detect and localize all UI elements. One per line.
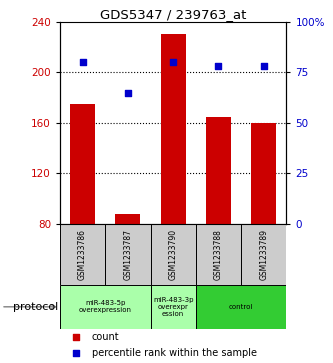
Title: GDS5347 / 239763_at: GDS5347 / 239763_at <box>100 8 246 21</box>
Bar <box>105 224 151 285</box>
Bar <box>60 224 105 285</box>
Text: GSM1233789: GSM1233789 <box>259 229 268 280</box>
Text: miR-483-3p
overexpr
ession: miR-483-3p overexpr ession <box>153 297 193 317</box>
Point <box>125 90 131 95</box>
Bar <box>60 285 151 329</box>
Bar <box>70 104 95 224</box>
Point <box>170 59 176 65</box>
Point <box>80 59 85 65</box>
Bar <box>151 285 196 329</box>
Text: miR-483-5p
overexpression: miR-483-5p overexpression <box>79 300 132 313</box>
Text: percentile rank within the sample: percentile rank within the sample <box>92 348 257 358</box>
Text: count: count <box>92 332 119 342</box>
Bar <box>206 117 231 224</box>
Bar <box>196 285 286 329</box>
Point <box>73 334 79 339</box>
Bar <box>241 224 286 285</box>
Point <box>73 350 79 356</box>
Bar <box>161 34 185 224</box>
Text: GSM1233786: GSM1233786 <box>78 229 87 280</box>
Bar <box>196 224 241 285</box>
Bar <box>116 214 140 224</box>
Text: GSM1233790: GSM1233790 <box>168 229 178 280</box>
Text: control: control <box>229 304 253 310</box>
Point <box>261 64 266 69</box>
Text: GSM1233788: GSM1233788 <box>214 229 223 280</box>
Text: GSM1233787: GSM1233787 <box>123 229 133 280</box>
Text: protocol: protocol <box>13 302 59 312</box>
Bar <box>251 123 276 224</box>
Bar <box>151 224 196 285</box>
Point <box>216 64 221 69</box>
